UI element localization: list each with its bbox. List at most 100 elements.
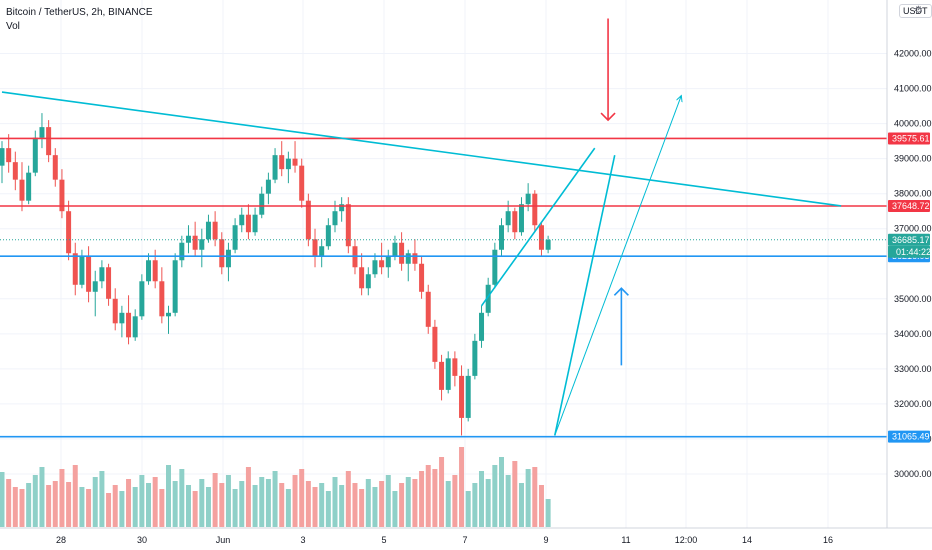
gear-icon[interactable]: ⚙: [914, 5, 923, 16]
candle-body: [146, 260, 152, 282]
up-arrow-head[interactable]: [613, 287, 629, 296]
x-tick-label: 16: [823, 535, 833, 545]
volume-bar: [259, 477, 265, 527]
price-tag-bg: [888, 233, 930, 246]
candle-body: [152, 260, 158, 282]
volume-bar: [492, 465, 498, 527]
y-tick-label: 34000.00: [894, 329, 932, 339]
price-tag-bg: [888, 430, 930, 443]
volume-bar: [312, 487, 318, 527]
candle-body: [52, 155, 58, 180]
candle-body: [425, 291, 431, 327]
volume-bar: [225, 475, 231, 527]
trend-drawings: [1, 18, 842, 436]
price-tags: 39575.6137648.7236685.1736216.0331065.49…: [888, 132, 931, 443]
time-axis[interactable]: 28 30 Jun 3 5 7 9 11 12:00 14 16: [56, 535, 833, 545]
candle-body: [205, 221, 211, 240]
volume-label[interactable]: Vol: [6, 21, 20, 32]
volume-bar: [199, 479, 205, 527]
candle-body: [166, 312, 171, 317]
volume-bar: [59, 469, 65, 527]
currency-button[interactable]: USDT: [899, 4, 932, 18]
candle-body: [139, 281, 145, 317]
candle-body: [538, 225, 544, 250]
volume-bar: [425, 465, 431, 527]
candle-body: [312, 239, 318, 257]
volume-bar: [146, 483, 152, 527]
volume-bar: [19, 489, 25, 527]
candle-body: [472, 340, 478, 376]
y-tick-label: 37000.00: [894, 224, 932, 234]
grid-lines: [0, 0, 887, 528]
candle-body: [185, 235, 191, 243]
trend-line[interactable]: [1, 91, 842, 207]
candle-body: [485, 284, 491, 313]
volume-bar: [518, 483, 524, 527]
volume-bar: [166, 465, 171, 527]
candle-body: [126, 312, 132, 338]
x-tick-label: 5: [381, 535, 386, 545]
candle-body: [172, 260, 178, 313]
candle-body: [285, 158, 291, 170]
candle-body: [252, 214, 258, 233]
volume-bar: [439, 457, 445, 527]
candle-body: [465, 375, 471, 418]
candle-body: [392, 242, 398, 257]
volume-bar: [99, 471, 105, 527]
candle-body: [232, 225, 238, 250]
volume-bar: [212, 473, 218, 527]
candle-body: [99, 267, 105, 282]
candle-body: [79, 256, 85, 285]
price-tag-label: 31065.49: [892, 432, 930, 442]
candle-body: [379, 260, 385, 268]
volume-bar: [239, 481, 245, 527]
volume-bar: [505, 475, 511, 527]
volume-bar: [52, 481, 58, 527]
symbol-title[interactable]: Bitcoin / TetherUS, 2h, BINANCE: [6, 7, 153, 18]
candle-body: [492, 249, 498, 285]
volume-bars: [0, 447, 551, 527]
candle-body: [26, 172, 32, 201]
volume-bar: [79, 487, 85, 527]
volume-bar: [119, 491, 125, 527]
volume-bar: [285, 489, 291, 527]
candle-body: [359, 267, 365, 289]
candle-body: [112, 298, 118, 324]
candle-body: [272, 155, 278, 180]
candle-body: [479, 312, 485, 341]
trend-line[interactable]: [480, 147, 596, 307]
x-tick-label: 9: [543, 535, 548, 545]
volume-bar: [185, 485, 191, 527]
candle-body: [525, 193, 531, 205]
candle-body: [199, 239, 205, 250]
volume-bar: [112, 485, 118, 527]
volume-bar: [432, 469, 438, 527]
volume-bar: [445, 481, 451, 527]
candle-body: [459, 375, 465, 418]
down-arrow-head[interactable]: [600, 112, 616, 122]
volume-bar: [159, 489, 165, 527]
candle-body: [432, 326, 438, 362]
x-tick-label: 14: [742, 535, 752, 545]
x-tick-label: Jun: [216, 535, 231, 545]
price-tag-label: 36685.17: [892, 235, 930, 245]
volume-bar: [525, 469, 531, 527]
candle-body: [319, 246, 325, 257]
volume-bar: [205, 487, 211, 527]
volume-bar: [499, 457, 504, 527]
volume-bar: [545, 499, 551, 527]
candle-body: [412, 253, 418, 264]
y-tick-label: 30000.00: [894, 469, 932, 479]
trend-line[interactable]: [554, 96, 682, 436]
candle-body: [19, 179, 25, 201]
volume-bar: [345, 471, 351, 527]
trend-line[interactable]: [553, 154, 616, 436]
volume-bar: [245, 467, 251, 527]
x-tick-label: 7: [462, 535, 467, 545]
x-tick-label: 12:00: [675, 535, 698, 545]
volume-bar: [332, 477, 338, 527]
candle-body: [119, 312, 125, 324]
candle-body: [532, 193, 538, 226]
